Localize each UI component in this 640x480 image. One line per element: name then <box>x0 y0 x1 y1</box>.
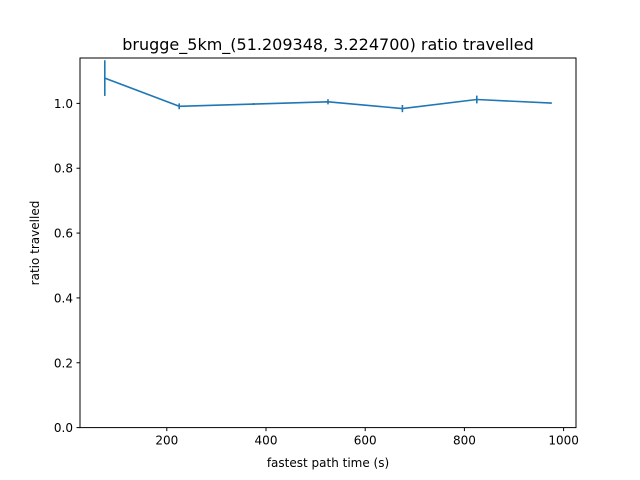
x-tick-label: 600 <box>354 434 377 448</box>
chart-title: brugge_5km_(51.209348, 3.224700) ratio t… <box>122 35 534 55</box>
y-tick-label: 0.2 <box>54 356 73 370</box>
plot-layer <box>104 60 553 113</box>
plot-area-frame <box>79 57 577 429</box>
x-axis-label: fastest path time (s) <box>267 456 389 470</box>
x-tick-label: 1000 <box>548 434 579 448</box>
y-tick-label: 1.0 <box>54 97 73 111</box>
x-tick-label: 200 <box>155 434 178 448</box>
x-tick-label: 400 <box>255 434 278 448</box>
ticks-layer: 200 400 600 800 1000 0.0 0.2 0.4 0.6 0.8 1.0 <box>54 97 579 448</box>
y-axis-label: ratio travelled <box>28 201 42 286</box>
y-tick-label: 0.6 <box>54 227 73 241</box>
y-tick-label: 0.4 <box>54 291 73 305</box>
y-tick-label: 0.8 <box>54 162 73 176</box>
y-tick-label: 0.0 <box>54 421 73 435</box>
x-tick-label: 800 <box>453 434 476 448</box>
